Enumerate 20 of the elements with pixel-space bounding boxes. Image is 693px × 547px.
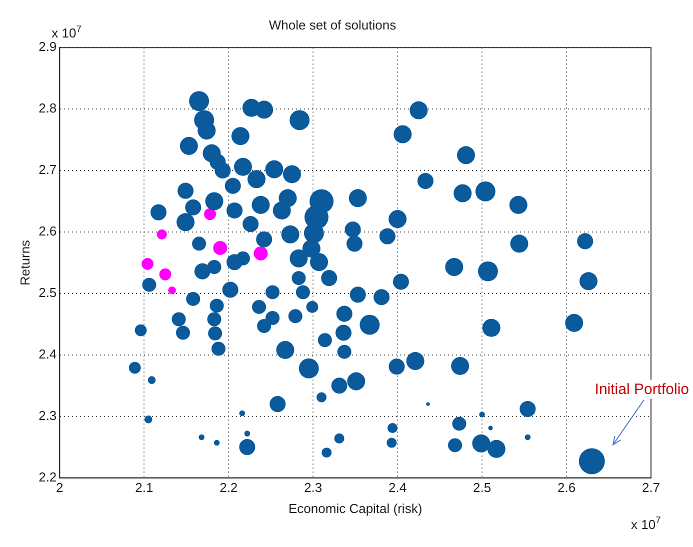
y-tick-label: 2.3 bbox=[38, 408, 57, 423]
x-tick-label: 2.7 bbox=[642, 480, 660, 496]
x-tick-label: 2.2 bbox=[220, 480, 238, 496]
x-axis-title: Economic Capital (risk) bbox=[288, 500, 422, 516]
y-tick-label: 2.5 bbox=[38, 285, 57, 300]
x-tick-label: 2.3 bbox=[304, 480, 322, 496]
x-tick-label: 2.6 bbox=[557, 480, 576, 496]
x-tick-label: 2.1 bbox=[135, 480, 154, 496]
y-tick-label: 2.9 bbox=[38, 39, 57, 54]
x-tick-label: 2.4 bbox=[388, 480, 407, 496]
y-tick-label: 2.7 bbox=[38, 162, 57, 178]
y-tick-label: 2.8 bbox=[38, 100, 57, 116]
x-tick-label: 2.5 bbox=[473, 480, 492, 496]
y-axis-title: Returns bbox=[17, 239, 32, 286]
y-tick-label: 2.6 bbox=[38, 224, 57, 239]
y-tick-label: 2.2 bbox=[38, 469, 57, 484]
chart-title: Whole set of solutions bbox=[268, 17, 397, 32]
x-tick-label: 2 bbox=[56, 480, 64, 496]
y-tick-label: 2.4 bbox=[38, 346, 57, 362]
annotation: Initial Portfolio bbox=[594, 380, 689, 398]
